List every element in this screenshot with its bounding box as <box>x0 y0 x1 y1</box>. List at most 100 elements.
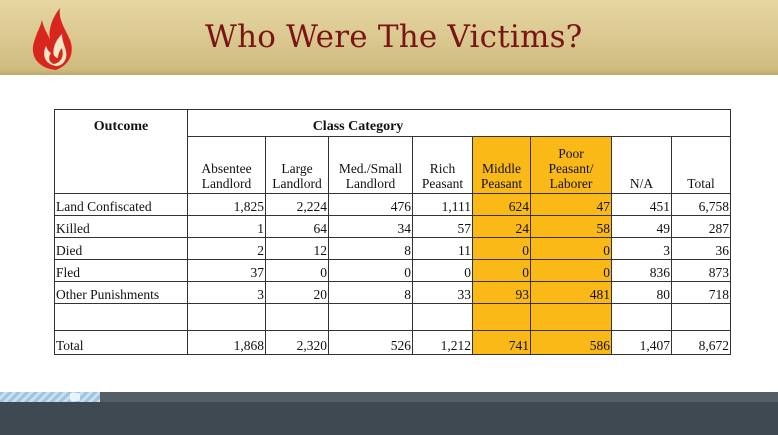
table-cell: 0 <box>472 259 531 282</box>
column-header: Med./Small Landlord <box>328 136 413 194</box>
table-cell: 8,672 <box>671 330 731 355</box>
spacer-cell <box>328 303 413 331</box>
column-header: Rich Peasant <box>412 136 473 194</box>
column-header-line: Total <box>687 176 715 191</box>
slide-header-band <box>0 0 778 75</box>
spacer-cell <box>472 303 531 331</box>
table-cell: 0 <box>530 237 612 260</box>
slide-footer <box>0 402 778 435</box>
table-cell: 1,825 <box>187 193 266 216</box>
table-cell: 2,224 <box>265 193 329 216</box>
table-cell: 33 <box>412 281 473 304</box>
table-cell: 8 <box>328 281 413 304</box>
spacer-cell <box>54 303 188 331</box>
table-cell: 526 <box>328 330 413 355</box>
table-cell: 34 <box>328 215 413 238</box>
flame-logo-icon <box>32 8 72 70</box>
column-header-line: Landlord <box>345 176 396 191</box>
victims-table-container: Outcome Class Category Absentee Landlord L… <box>54 109 731 355</box>
row-label: Other Punishments <box>54 281 188 304</box>
spacer-cell <box>412 303 473 331</box>
table-cell: 0 <box>412 259 473 282</box>
table-cell: 20 <box>265 281 329 304</box>
total-row: Total 1,868 2,320 526 1,212 741 586 1,407 8,672 <box>54 330 731 355</box>
spacer-cell <box>530 303 612 331</box>
row-label: Total <box>54 330 188 355</box>
row-label: Land Confiscated <box>54 193 188 216</box>
table-cell: 1,868 <box>187 330 266 355</box>
table-cell: 3 <box>611 237 672 260</box>
column-header: Large Landlord <box>265 136 329 194</box>
table-row: Land Confiscated 1,825 2,224 476 1,111 624 47 4… <box>54 193 731 216</box>
slide-title: Who Were The Victims? <box>205 19 583 55</box>
column-header: Poor Peasant/Laborer <box>530 136 612 194</box>
column-header: N/A <box>611 136 672 194</box>
column-header-line: Poor <box>558 146 584 161</box>
table-cell: 47 <box>530 193 612 216</box>
class-category-label: Class Category <box>312 119 404 134</box>
class-category-header: Class Category <box>187 109 731 137</box>
row-label: Killed <box>54 215 188 238</box>
table-cell: 12 <box>265 237 329 260</box>
table-cell: 836 <box>611 259 672 282</box>
table-cell: 481 <box>530 281 612 304</box>
table-cell: 49 <box>611 215 672 238</box>
table-cell: 57 <box>412 215 473 238</box>
column-header: Absentee Landlord <box>187 136 266 194</box>
slide-progress-bar <box>0 392 100 402</box>
table-cell: 0 <box>328 259 413 282</box>
table-row: Killed 1 64 34 57 24 58 49 287 <box>54 215 731 238</box>
column-header-line: Peasant <box>480 176 523 191</box>
table-cell: 6,758 <box>671 193 731 216</box>
table-cell: 1,111 <box>412 193 473 216</box>
row-label: Fled <box>54 259 188 282</box>
victims-table: Outcome Class Category Absentee Landlord L… <box>54 109 731 355</box>
slide-progress-knob <box>70 393 80 401</box>
table-cell: 287 <box>671 215 731 238</box>
table-cell: 24 <box>472 215 531 238</box>
column-header: Middle Peasant <box>472 136 531 194</box>
table-cell: 718 <box>671 281 731 304</box>
column-header-line: Laborer <box>549 176 593 191</box>
table-cell: 11 <box>412 237 473 260</box>
spacer-cell <box>187 303 266 331</box>
table-cell: 8 <box>328 237 413 260</box>
table-cell: 3 <box>187 281 266 304</box>
table-cell: 80 <box>611 281 672 304</box>
table-cell: 1 <box>187 215 266 238</box>
table-cell: 36 <box>671 237 731 260</box>
table-cell: 58 <box>530 215 612 238</box>
table-cell: 0 <box>530 259 612 282</box>
table-cell: 1,407 <box>611 330 672 355</box>
column-header-line: Large <box>281 161 313 176</box>
column-header-line: Landlord <box>201 176 252 191</box>
outcome-header: Outcome <box>54 109 188 194</box>
spacer-cell <box>611 303 672 331</box>
table-row: Other Punishments 3 20 8 33 93 481 80 718 <box>54 281 731 304</box>
table-cell: 1,212 <box>412 330 473 355</box>
column-header-line: Absentee <box>201 161 252 176</box>
column-header-line: Peasant/ <box>548 161 594 176</box>
table-cell: 37 <box>187 259 266 282</box>
table-cell: 451 <box>611 193 672 216</box>
table-cell: 93 <box>472 281 531 304</box>
table-row: Fled 37 0 0 0 0 0 836 873 <box>54 259 731 282</box>
column-header-line: Med./Small <box>338 161 403 176</box>
column-header: Total <box>671 136 731 194</box>
spacer-cell <box>671 303 731 331</box>
column-header-line: Middle <box>482 161 521 176</box>
table-cell: 873 <box>671 259 731 282</box>
table-cell: 741 <box>472 330 531 355</box>
table-cell: 0 <box>472 237 531 260</box>
table-cell: 586 <box>530 330 612 355</box>
table-cell: 624 <box>472 193 531 216</box>
column-header-line: Peasant <box>421 176 464 191</box>
column-header-line: Landlord <box>272 176 322 191</box>
table-cell: 2,320 <box>265 330 329 355</box>
table-row: Died 2 12 8 11 0 0 3 36 <box>54 237 731 260</box>
table-cell: 476 <box>328 193 413 216</box>
slide-footer-strip <box>0 392 778 402</box>
spacer-row <box>54 303 731 331</box>
column-header-line: Rich <box>429 161 456 176</box>
table-cell: 2 <box>187 237 266 260</box>
